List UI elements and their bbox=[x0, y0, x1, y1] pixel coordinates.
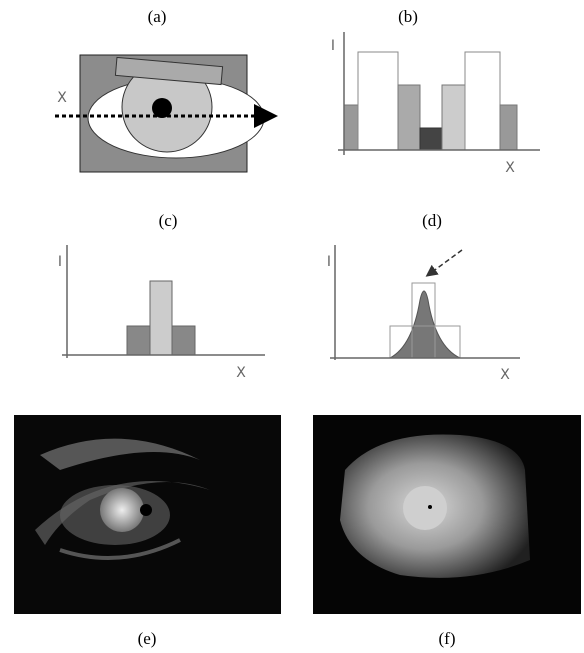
panel-label: (a) bbox=[148, 7, 167, 26]
intensity-profile bbox=[330, 245, 520, 360]
panel-label: (c) bbox=[159, 211, 178, 230]
panel-label: (b) bbox=[398, 7, 418, 26]
eye-schematic bbox=[55, 55, 272, 172]
intensity-profile bbox=[62, 245, 265, 358]
page: {"panels": [ {"label": "(a)", "x_label":… bbox=[0, 0, 584, 653]
axis-label: I bbox=[58, 254, 62, 270]
axis-label: I bbox=[327, 254, 331, 270]
figure: (a) X (b) I X (c) I X (d) bbox=[0, 0, 584, 653]
axis-label: I bbox=[331, 38, 335, 54]
axis-label: X bbox=[500, 367, 510, 383]
eye-image bbox=[14, 415, 281, 614]
panel-label: (d) bbox=[422, 211, 442, 230]
intensity-profile bbox=[338, 32, 540, 155]
panel-label: (e) bbox=[138, 629, 157, 648]
processed-image bbox=[313, 415, 581, 614]
axis-label: X bbox=[236, 365, 246, 381]
axis-label: X bbox=[57, 90, 67, 106]
axis-label: X bbox=[505, 160, 515, 176]
panel-label: (f) bbox=[439, 629, 456, 648]
